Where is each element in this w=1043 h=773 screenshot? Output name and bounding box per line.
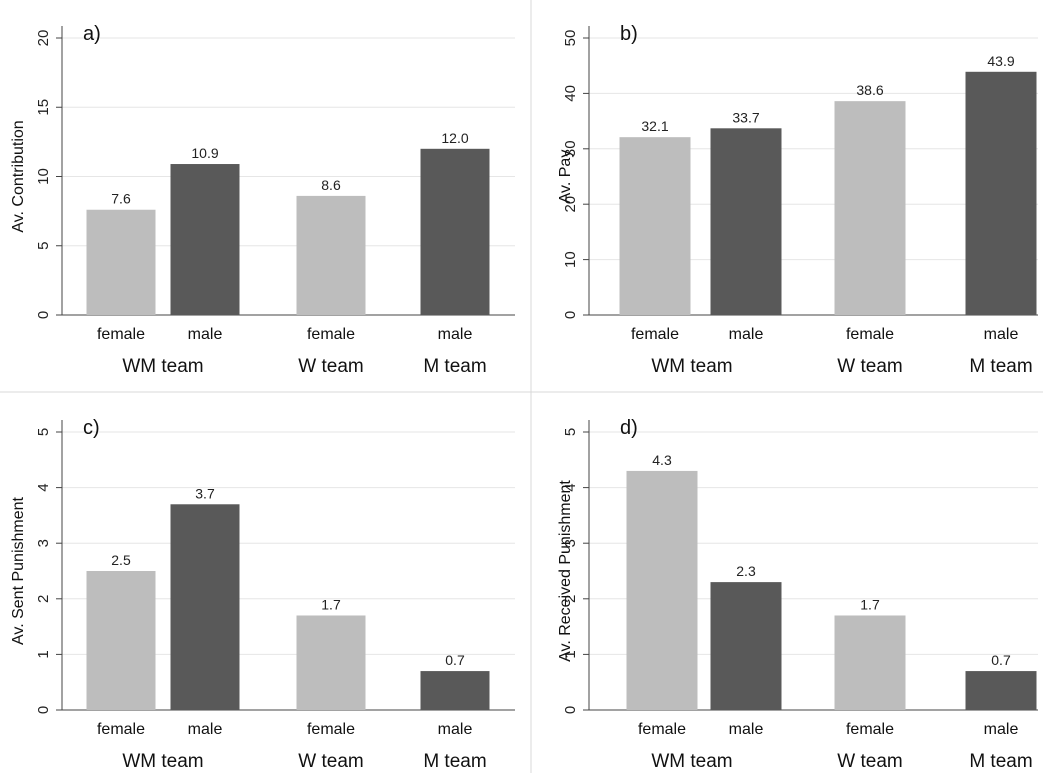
bar-male-m-team [420, 148, 490, 315]
data-label: 4.3 [652, 452, 672, 468]
group-label: W team [298, 751, 363, 772]
panel-a: 0 5 10 15 20 Av. Contribution a) 7.6 female 10.9 m… [10, 23, 515, 377]
category-label: male [984, 326, 1019, 343]
y-tick-label: 3 [35, 539, 52, 547]
bar-female-w-team [834, 615, 906, 710]
data-label: 3.7 [195, 485, 215, 501]
data-label: 1.7 [321, 596, 341, 612]
panel-d: 0 1 2 3 4 5 Av. Received Punishment d) 4.3 female… [557, 417, 1038, 772]
group-label: WM team [651, 751, 732, 772]
bar-female-w-team [296, 615, 366, 710]
y-axis-label: Av. Pay [557, 150, 574, 204]
y-tick-label: 1 [35, 650, 52, 658]
y-tick-label: 1 [562, 650, 579, 658]
y-tick-label: 0 [35, 706, 52, 714]
bar-male-wm-team [170, 164, 240, 315]
y-tick-label: 5 [35, 428, 52, 436]
group-label: WM team [122, 356, 203, 377]
y-tick-label: 3 [562, 539, 579, 547]
group-label: M team [423, 356, 486, 377]
group-label: W team [837, 751, 902, 772]
data-label: 0.7 [991, 652, 1011, 668]
panel-c: 0 1 2 3 4 5 Av. Sent Punishment c) 2.5 female 3.7 m… [10, 417, 515, 772]
group-label: M team [969, 751, 1032, 772]
data-label: 2.3 [736, 563, 756, 579]
bar-male-wm-team [170, 504, 240, 710]
category-label: male [984, 721, 1019, 738]
bar-female-wm-team [626, 470, 698, 710]
data-label: 38.6 [856, 82, 883, 98]
category-label: female [846, 326, 894, 343]
category-label: female [97, 721, 145, 738]
group-label: W team [837, 356, 902, 377]
data-label: 12.0 [441, 130, 468, 146]
group-label: W team [298, 356, 363, 377]
group-label: M team [969, 356, 1032, 377]
category-label: male [729, 326, 764, 343]
y-tick-label: 20 [562, 196, 579, 213]
y-tick-label: 20 [35, 30, 52, 47]
y-tick-label: 10 [562, 251, 579, 268]
y-tick-label: 0 [35, 311, 52, 319]
data-label: 10.9 [191, 145, 218, 161]
data-label: 1.7 [860, 596, 880, 612]
bar-male-m-team [965, 671, 1037, 710]
y-tick-label: 5 [562, 428, 579, 436]
y-tick-label: 5 [35, 242, 52, 250]
y-tick-label: 10 [35, 168, 52, 185]
bar-male-m-team [420, 671, 490, 710]
group-label: WM team [651, 356, 732, 377]
category-label: female [631, 326, 679, 343]
data-label: 43.9 [987, 53, 1014, 69]
y-tick-label: 50 [562, 30, 579, 47]
panel-b: 0 10 20 30 40 50 Av. Pay b) 32.1 female 33.7 male 38… [557, 23, 1038, 377]
category-label: male [438, 721, 473, 738]
category-label: male [188, 326, 223, 343]
bar-male-m-team [965, 71, 1037, 315]
y-tick-label: 2 [562, 595, 579, 603]
data-label: 7.6 [111, 191, 131, 207]
data-label: 32.1 [641, 118, 668, 134]
panel-label: a) [83, 23, 101, 45]
bar-female-wm-team [86, 209, 156, 315]
bar-female-wm-team [619, 137, 691, 315]
data-label: 33.7 [732, 109, 759, 125]
category-label: female [638, 721, 686, 738]
bar-male-wm-team [710, 128, 782, 315]
y-tick-label: 0 [562, 706, 579, 714]
category-label: male [188, 721, 223, 738]
data-label: 8.6 [321, 177, 341, 193]
y-tick-label: 30 [562, 140, 579, 157]
y-tick-label: 40 [562, 85, 579, 102]
y-tick-label: 4 [35, 483, 52, 491]
y-tick-label: 2 [35, 595, 52, 603]
bar-female-w-team [296, 195, 366, 315]
panel-label: b) [620, 23, 638, 45]
category-label: female [307, 721, 355, 738]
y-axis-label: Av. Received Punishment [557, 480, 574, 662]
category-label: male [729, 721, 764, 738]
group-label: M team [423, 751, 486, 772]
category-label: male [438, 326, 473, 343]
panel-label: c) [83, 417, 100, 439]
category-label: female [307, 326, 355, 343]
panel-label: d) [620, 417, 638, 439]
y-tick-label: 4 [562, 483, 579, 491]
category-label: female [846, 721, 894, 738]
bar-male-wm-team [710, 582, 782, 710]
data-label: 2.5 [111, 552, 131, 568]
group-label: WM team [122, 751, 203, 772]
bar-female-w-team [834, 101, 906, 315]
y-tick-label: 15 [35, 99, 52, 116]
y-axis-label: Av. Sent Punishment [10, 496, 27, 644]
y-tick-label: 0 [562, 311, 579, 319]
data-label: 0.7 [445, 652, 465, 668]
y-axis-label: Av. Contribution [10, 120, 27, 232]
bar-female-wm-team [86, 571, 156, 710]
category-label: female [97, 326, 145, 343]
